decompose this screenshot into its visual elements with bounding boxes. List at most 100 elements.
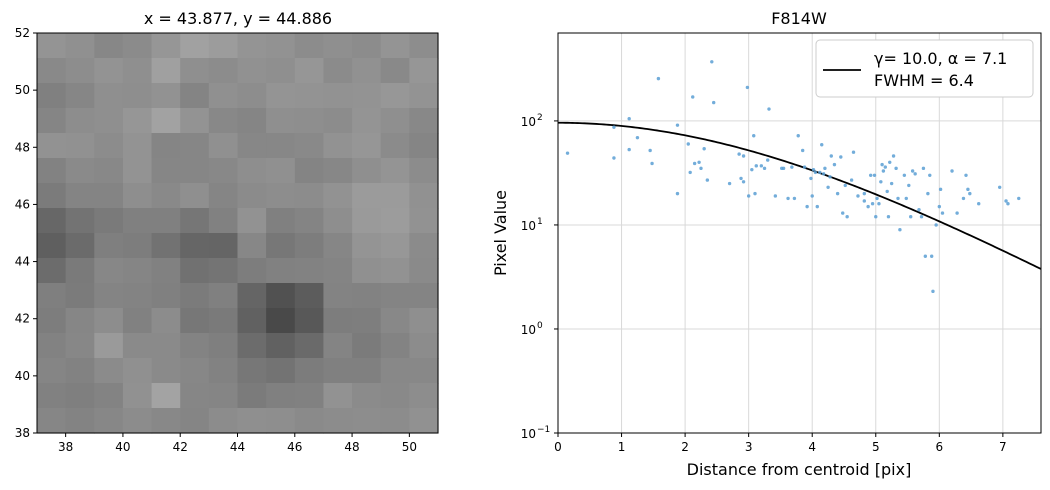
heatmap-cell [352,108,382,134]
data-point [968,191,972,196]
data-point [891,154,896,158]
heatmap-cell [208,233,239,259]
heatmap-cell [122,233,153,259]
heatmap-cell [409,333,439,359]
heatmap-cell [323,133,353,159]
data-point [692,161,697,166]
heatmap-cell [237,358,267,384]
data-point [821,172,826,176]
heatmap-cell [122,183,153,209]
data-point [710,60,714,64]
y-tick-label: 46 [15,197,30,211]
heatmap-cell [409,158,439,184]
data-point [889,181,894,186]
x-tick-label: 3 [745,440,753,454]
heatmap-cell [352,33,382,59]
heatmap-cell [180,33,210,59]
heatmap-cell [294,258,325,284]
data-point [773,194,778,198]
heatmap-cell [352,133,382,159]
data-point [937,204,942,209]
y-tick-label: 50 [15,83,30,97]
data-point [815,204,819,209]
heatmap-cell [122,83,153,109]
data-point [675,123,680,127]
heatmap-cell [380,83,410,109]
heatmap-x-ticks: 38 40 42 44 46 48 50 [58,433,417,454]
data-point [796,134,800,138]
data-point [928,173,932,178]
legend: γ= 10.0, α = 7.1 FWHM = 6.4 [815,39,1034,98]
x-tick-label: 6 [935,440,943,454]
heatmap-cell [294,158,325,184]
heatmap-cell [380,308,410,334]
data-point [923,254,928,258]
heatmap-cell [380,33,410,59]
heatmap-cell [208,158,239,184]
heatmap-cell [37,283,67,309]
heatmap-cell [65,358,95,384]
heatmap-cell [237,33,267,59]
heatmap-cell [409,408,439,434]
data-point [823,166,827,171]
heatmap-cell [37,133,67,159]
heatmap-cell [266,108,296,134]
heatmap-title: x = 43.877, y = 44.886 [144,9,332,28]
heatmap-cell [180,83,210,109]
heatmap-cell [409,33,439,59]
heatmap-cell [180,108,210,134]
heatmap-cell [122,158,153,184]
heatmap-cell [380,133,410,159]
heatmap-cell [94,283,124,309]
heatmap-cell [122,33,153,59]
heatmap-cell [122,108,153,134]
heatmap-cell [294,408,325,434]
legend-label-line2: FWHM = 6.4 [874,71,974,90]
data-point [856,194,860,198]
heatmap-cell [380,158,410,184]
heatmap-cell [409,283,439,309]
heatmap-cell [208,133,239,159]
heatmap-cell [323,408,353,434]
x-tick-label: 38 [58,440,73,454]
heatmap-cell [94,408,124,434]
heatmap-cell [208,283,239,309]
data-point [820,143,824,147]
heatmap-cell [151,58,181,84]
data-point [966,187,970,192]
y-tick-label: 10 [521,219,536,233]
data-point [888,160,892,165]
x-tick-label: 4 [808,440,816,454]
heatmap-cell [65,408,95,434]
heatmap-cell [409,233,439,259]
heatmap-cell [266,383,296,409]
data-point [870,202,875,206]
x-tick-label: 7 [999,440,1007,454]
heatmap-cell [94,258,124,284]
scatter-y-axis-label: Pixel Value [491,190,510,276]
data-point [934,223,938,227]
heatmap-cell [122,383,153,409]
heatmap-cell [37,333,67,359]
heatmap-cell [323,108,353,134]
data-point [832,162,837,167]
data-point [931,289,935,294]
heatmap-cell [94,33,124,59]
y-tick-exponent: −1 [537,425,550,435]
heatmap-cell [294,233,325,259]
data-point [811,167,816,172]
heatmap-cell [323,383,353,409]
heatmap-cell [94,183,124,209]
heatmap-cell [266,333,296,359]
data-point [835,191,840,196]
data-point [810,194,814,198]
scatter-points [565,60,1021,294]
heatmap-cell [266,83,296,109]
heatmap-cell [151,133,181,159]
heatmap-cell [237,233,267,259]
heatmap-cell [180,408,210,434]
heatmap-cell [122,333,153,359]
data-point [813,170,818,175]
heatmap-cell [352,383,382,409]
data-point [612,156,616,160]
